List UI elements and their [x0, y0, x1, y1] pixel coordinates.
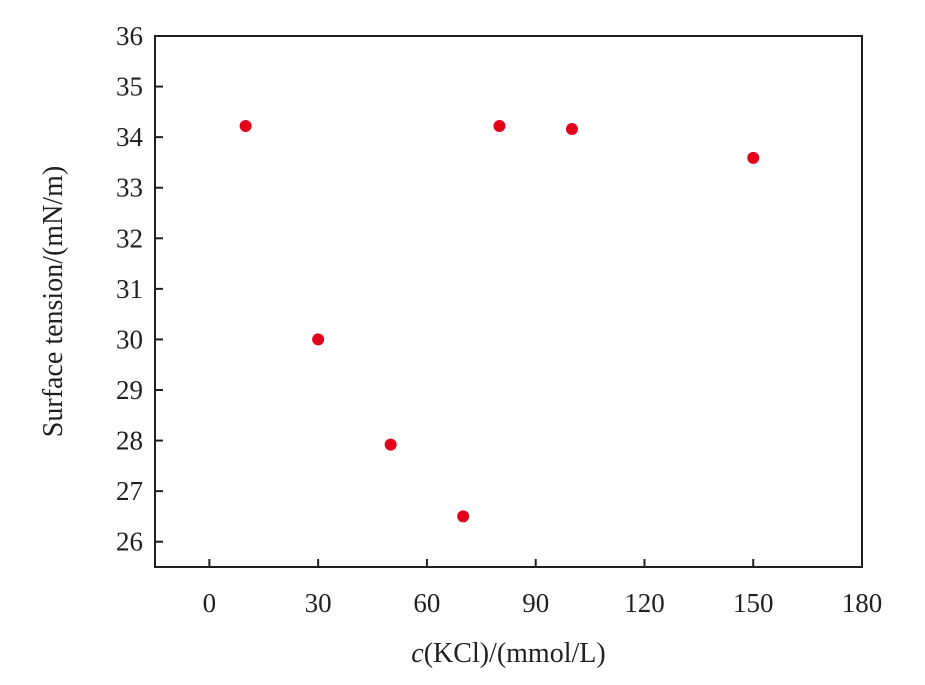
x-axis-title: c(KCl)/(mmol/L): [411, 638, 605, 669]
data-point: [747, 151, 760, 164]
x-tick-label: 180: [842, 588, 883, 618]
y-axis-ticks: 26 27 28 29 30 31 32 33 34 35 36: [116, 21, 163, 557]
x-axis-ticks: 0 30 60 90 120 150 180: [203, 559, 883, 618]
data-point: [239, 120, 252, 133]
data-point: [312, 333, 325, 346]
x-tick-label: 90: [522, 588, 549, 618]
plot-area-frame: [154, 35, 863, 568]
y-tick-label: 34: [116, 122, 144, 152]
x-tick-label: 30: [305, 588, 332, 618]
x-tick-label: 60: [413, 588, 440, 618]
data-point: [565, 123, 578, 136]
y-tick-label: 33: [116, 173, 143, 203]
y-tick-label: 35: [116, 72, 143, 102]
y-tick-label: 27: [116, 476, 143, 506]
y-tick-label: 30: [116, 324, 143, 354]
data-point: [384, 438, 397, 451]
x-axis-title-unit: (KCl)/(mmol/L): [424, 638, 606, 669]
y-tick-label: 32: [116, 223, 143, 253]
data-points: [239, 120, 760, 523]
data-point: [493, 120, 506, 133]
y-tick-label: 28: [116, 426, 143, 456]
x-tick-label: 150: [733, 588, 774, 618]
x-axis-title-symbol: c: [411, 638, 424, 669]
y-tick-label: 26: [116, 527, 143, 557]
data-point: [457, 510, 470, 523]
y-tick-label: 29: [116, 375, 143, 405]
y-tick-label: 36: [116, 21, 143, 51]
x-tick-label: 0: [203, 588, 217, 618]
y-axis-title: Surface tension/(mN/m): [38, 166, 69, 437]
y-tick-label: 31: [116, 274, 143, 304]
x-tick-label: 120: [624, 588, 665, 618]
